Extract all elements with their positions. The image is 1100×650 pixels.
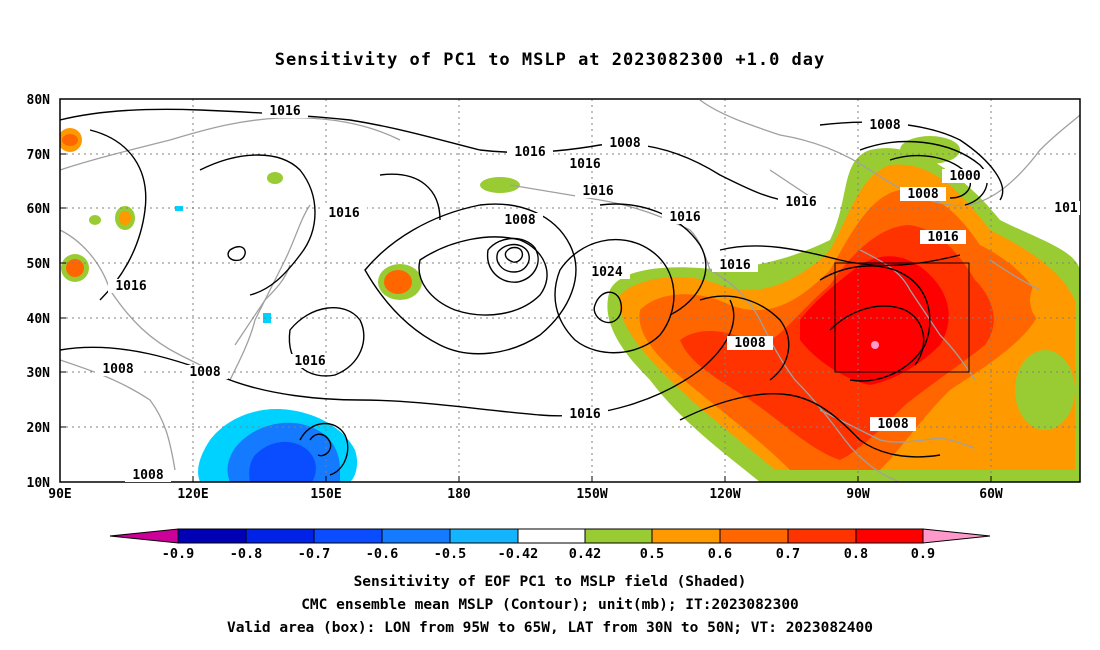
lat-label: 10N	[27, 476, 51, 491]
lon-label: 180	[447, 487, 471, 502]
colorbar	[109, 528, 991, 544]
colorbar-label: -0.9	[162, 546, 195, 562]
lat-label: 80N	[27, 93, 51, 108]
axis-ticks	[60, 153, 992, 482]
graticule	[60, 99, 1080, 482]
contour-label: 1008	[877, 417, 908, 432]
colorbar-cell	[449, 528, 519, 544]
contour-label: 1016	[569, 407, 600, 422]
colorbar-label: 0.7	[776, 546, 800, 562]
lon-label: 150W	[576, 487, 607, 502]
colorbar-cell	[245, 528, 315, 544]
contour-label: 1016	[669, 210, 700, 225]
lon-label: 60W	[979, 487, 1003, 502]
valid-area-box	[834, 262, 970, 373]
colorbar-cell	[922, 528, 991, 544]
contour-label: 1008	[102, 362, 133, 377]
colorbar-cell	[109, 528, 179, 544]
contour-label: 1008	[132, 468, 163, 483]
longitude-labels: 90E 120E 150E 180 150W 120W 90W 60W	[48, 487, 1003, 502]
contour-label: 1016	[785, 195, 816, 210]
colorbar-cell	[517, 528, 586, 544]
contour-label: 1016	[294, 354, 325, 369]
colorbar-labels: -0.9 -0.8 -0.7 -0.6 -0.5 -0.42 0.42 0.5 …	[162, 546, 935, 562]
contour-label: 1024	[591, 265, 622, 280]
colorbar-cell	[719, 528, 789, 544]
contour-label: 1016	[719, 258, 750, 273]
contour-label: 1016	[514, 145, 545, 160]
lat-label: 20N	[27, 421, 51, 436]
contour-label: 1016	[569, 157, 600, 172]
latitude-labels: 80N 70N 60N 50N 40N 30N 20N 10N	[27, 93, 51, 491]
colorbar-cell	[177, 528, 247, 544]
contour-label: 1016	[269, 104, 300, 119]
footer-valid-area-note: Valid area (box): LON from 95W to 65W, L…	[226, 620, 873, 636]
contour-label: 1016	[328, 206, 359, 221]
colorbar-cell	[855, 528, 924, 544]
colorbar-label: -0.8	[230, 546, 263, 562]
lat-label: 70N	[27, 148, 51, 163]
contour-label: 1008	[504, 213, 535, 228]
contour-label: 1016	[582, 184, 613, 199]
contour-labels: 1016 1008 1016 1016 1008 1000 1016 1008 …	[95, 104, 1080, 483]
lat-label: 60N	[27, 202, 51, 217]
lon-label: 90E	[48, 487, 71, 502]
colorbar-label: 0.6	[708, 546, 732, 562]
contour-label: 1016	[927, 230, 958, 245]
lon-label: 120W	[709, 487, 740, 502]
footer-contour-note: CMC ensemble mean MSLP (Contour); unit(m…	[301, 597, 799, 613]
lon-label: 120E	[177, 487, 208, 502]
colorbar-cell	[584, 528, 653, 544]
contour-label: 101	[1054, 201, 1078, 216]
contour-label: 1008	[609, 136, 640, 151]
colorbar-label: -0.6	[366, 546, 399, 562]
colorbar-cell	[651, 528, 721, 544]
contour-label-group: 1016 1008 1016 1016 1008 1000 1016 1008 …	[95, 104, 1080, 483]
colorbar-label: -0.7	[298, 546, 331, 562]
colorbar-cell	[313, 528, 383, 544]
plot-frame	[59, 98, 1081, 483]
colorbar-cell	[381, 528, 451, 544]
footer-shading-note: Sensitivity of EOF PC1 to MSLP field (Sh…	[353, 574, 747, 590]
colorbar-cell	[787, 528, 857, 544]
colorbar-label: 0.42	[569, 546, 602, 562]
lon-label: 150E	[310, 487, 341, 502]
colorbar-label: 0.9	[911, 546, 935, 562]
contour-label: 1008	[907, 187, 938, 202]
contour-label: 1008	[869, 118, 900, 133]
contour-label: 1016	[115, 279, 146, 294]
lat-label: 30N	[27, 366, 51, 381]
contour-label: 1000	[949, 169, 980, 184]
lon-label: 90W	[846, 487, 870, 502]
contour-label: 1008	[189, 365, 220, 380]
colorbar-label: 0.8	[844, 546, 868, 562]
lat-label: 40N	[27, 312, 51, 327]
map-title: Sensitivity of PC1 to MSLP at 2023082300…	[274, 50, 826, 70]
colorbar-label: -0.5	[434, 546, 467, 562]
colorbar-label: -0.42	[498, 546, 539, 562]
contour-label: 1008	[734, 336, 765, 351]
colorbar-label: 0.5	[640, 546, 664, 562]
lat-label: 50N	[27, 257, 51, 272]
